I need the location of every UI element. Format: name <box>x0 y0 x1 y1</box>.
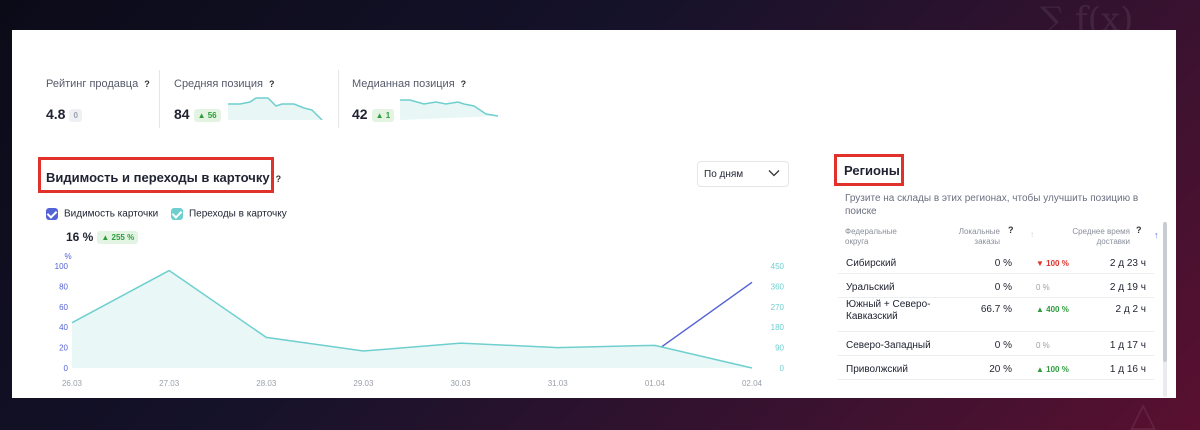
region-orders-change: ▼ 100 % <box>1036 259 1069 268</box>
table-row: Приволжский 20 % ▲ 100 % 1 д 16 ч <box>838 356 1154 380</box>
region-delivery-time: 2 д 2 ч <box>1115 304 1146 315</box>
region-orders-pct: 0 % <box>994 258 1012 269</box>
regions-scrollbar[interactable] <box>1163 222 1167 397</box>
kpi-average-position: Средняя позиция? 84 ▲ 56 <box>174 74 275 122</box>
section-title: Видимость и переходы в карточку <box>46 170 270 185</box>
y-tick-label-right: 90 <box>775 344 784 353</box>
table-row: Сибирский 0 % ▼ 100 % 2 д 23 ч <box>838 250 1154 274</box>
kpi-title: Средняя позиция <box>174 78 263 90</box>
region-delivery-time: 1 д 17 ч <box>1109 340 1146 351</box>
y-tick-label-left: 80 <box>59 282 68 291</box>
x-tick-label: 31.03 <box>548 379 569 388</box>
help-icon[interactable]: ? <box>460 79 467 89</box>
region-orders-change: ▲ 400 % <box>1036 305 1069 314</box>
help-icon[interactable]: ? <box>144 79 150 89</box>
regions-subtitle: Грузите на склады в этих регионах, чтобы… <box>845 193 1139 217</box>
region-orders-change: 0 % <box>1036 283 1050 292</box>
kpi-badge: ▲ 1 <box>371 108 395 122</box>
y-tick-label-left: 60 <box>59 303 68 312</box>
x-tick-label: 30.03 <box>451 379 472 388</box>
series-line <box>71 269 753 369</box>
kpi-title: Медианная позиция <box>352 78 455 90</box>
period-select-value: По дням <box>704 169 744 180</box>
column-header-delivery[interactable]: Среднее время доставки <box>1072 227 1130 246</box>
sort-arrow-icon[interactable]: ↑ <box>1154 230 1159 240</box>
chart-legend: Видимость карточки Переходы в карточку <box>46 208 297 220</box>
main-panel: Рейтинг продавца? 4.8 0 Средняя позиция? … <box>12 30 1176 398</box>
table-row: Северо-Западный 0 % 0 % 1 д 17 ч <box>838 332 1154 356</box>
region-name: Северо-Западный <box>846 340 931 351</box>
visibility-heading: Видимость и переходы в карточку? <box>46 169 281 187</box>
visibility-current-value: 16 % ▲ 255 % <box>66 230 139 245</box>
kpi-divider <box>159 70 160 128</box>
chevron-down-icon <box>768 170 780 177</box>
kpi-badge: 0 <box>69 108 82 122</box>
kpi-seller-rating: Рейтинг продавца? 4.8 0 <box>46 74 150 122</box>
y-tick-label-left: 0 <box>64 364 69 373</box>
region-name: Сибирский <box>846 258 897 269</box>
region-name: Уральский <box>846 282 895 293</box>
y-axis-unit: % <box>64 252 71 261</box>
region-orders-change: ▲ 100 % <box>1036 365 1069 374</box>
y-tick-label-right: 450 <box>771 262 785 271</box>
region-name: Южный + Северо-Кавказский <box>846 299 931 322</box>
legend-label: Видимость карточки <box>64 208 159 220</box>
legend-item-clicks[interactable]: Переходы в карточку <box>170 208 287 220</box>
region-orders-pct: 66.7 % <box>980 304 1012 315</box>
legend-label: Переходы в карточку <box>188 208 287 220</box>
kpi-value: 42 ▲ 1 <box>352 106 395 122</box>
x-tick-label: 28.03 <box>256 379 277 388</box>
highlight-frame <box>834 154 904 186</box>
scrollbar-thumb[interactable] <box>1163 222 1167 362</box>
x-tick-label: 02.04 <box>742 379 763 388</box>
help-icon[interactable]: ? <box>275 174 282 184</box>
y-tick-label-right: 270 <box>771 303 785 312</box>
region-delivery-time: 2 д 19 ч <box>1109 282 1146 293</box>
kpi-value: 4.8 0 <box>46 106 82 122</box>
sparkline-average-position <box>228 97 323 120</box>
help-icon[interactable]: ? <box>268 79 275 89</box>
background-decoration: △ <box>1130 395 1157 430</box>
kpi-value: 84 ▲ 56 <box>174 106 221 122</box>
y-tick-label-right: 360 <box>771 282 785 291</box>
x-tick-label: 26.03 <box>62 379 83 388</box>
sparkline-median-position <box>400 99 499 120</box>
table-row: Уральский 0 % 0 % 2 д 19 ч <box>838 274 1154 298</box>
checkbox-icon[interactable] <box>46 208 58 220</box>
region-name: Приволжский <box>846 364 908 375</box>
y-tick-label-left: 100 <box>55 262 69 271</box>
region-delivery-time: 1 д 16 ч <box>1109 364 1146 375</box>
region-delivery-time: 2 д 23 ч <box>1109 258 1146 269</box>
kpi-median-position: Медианная позиция? 42 ▲ 1 <box>352 74 467 122</box>
checkbox-icon[interactable] <box>170 208 183 220</box>
region-orders-pct: 0 % <box>994 282 1012 293</box>
table-row: Южный + Северо-Кавказский 66.7 % ▲ 400 % 2 … <box>838 298 1154 332</box>
y-tick-label-left: 40 <box>59 323 68 332</box>
region-orders-pct: 20 % <box>989 364 1012 375</box>
help-icon[interactable]: ? <box>1008 225 1014 235</box>
y-tick-label-left: 20 <box>59 344 68 353</box>
visibility-chart: % 0 20 40 60 80 100 0 90 180 270 360 450 26.03 27.03 28… <box>55 252 785 388</box>
help-icon[interactable]: ? <box>1136 225 1142 235</box>
sort-arrow-icon[interactable]: ↑ <box>1030 230 1034 239</box>
period-select[interactable]: По дням <box>697 161 789 187</box>
series-area <box>72 270 752 368</box>
legend-item-visibility[interactable]: Видимость карточки <box>46 208 158 220</box>
column-header-district: Федеральные округа <box>845 227 897 246</box>
x-tick-label: 29.03 <box>353 379 374 388</box>
y-tick-label-right: 0 <box>780 364 785 373</box>
kpi-title: Рейтинг продавца <box>46 78 139 90</box>
kpi-divider <box>338 70 339 128</box>
region-orders-pct: 0 % <box>994 340 1012 351</box>
highlight-frame <box>38 157 274 193</box>
region-orders-change: 0 % <box>1036 341 1050 350</box>
y-tick-label-right: 180 <box>771 323 785 332</box>
regions-title: Регионы <box>844 163 900 178</box>
kpi-badge: ▲ 56 <box>193 108 221 122</box>
column-header-orders[interactable]: Локальные заказы <box>958 227 1000 246</box>
x-tick-label: 27.03 <box>159 379 180 388</box>
x-tick-label: 01.04 <box>645 379 666 388</box>
visibility-change-badge: ▲ 255 % <box>97 231 139 245</box>
